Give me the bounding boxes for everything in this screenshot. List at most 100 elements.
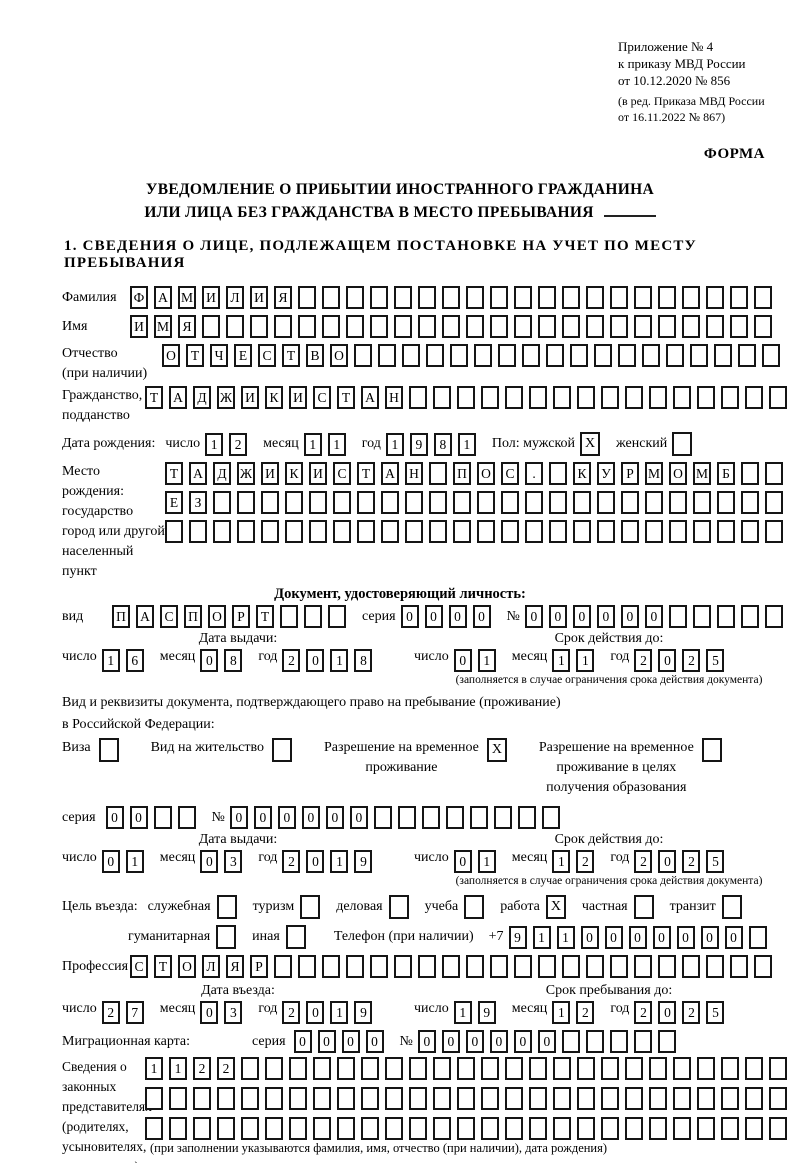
- char-cell[interactable]: [241, 1087, 259, 1110]
- char-cell[interactable]: [525, 520, 543, 543]
- char-cell[interactable]: 1: [552, 1001, 571, 1024]
- char-cell[interactable]: [481, 1087, 499, 1110]
- char-cell[interactable]: [573, 520, 591, 543]
- char-cell[interactable]: [525, 491, 543, 514]
- char-cell[interactable]: [429, 462, 447, 485]
- char-cell[interactable]: [538, 955, 556, 978]
- char-cell[interactable]: [673, 1057, 691, 1080]
- char-cell[interactable]: 0: [306, 649, 325, 672]
- char-cell[interactable]: 0: [200, 1001, 219, 1024]
- char-cell[interactable]: 1: [552, 850, 571, 873]
- char-cell[interactable]: [261, 520, 279, 543]
- char-cell[interactable]: [498, 344, 516, 367]
- char-cell[interactable]: 1: [453, 1001, 472, 1024]
- char-cell[interactable]: [405, 491, 423, 514]
- char-cell[interactable]: [481, 1057, 499, 1080]
- char-cell[interactable]: К: [573, 462, 591, 485]
- char-cell[interactable]: [346, 315, 364, 338]
- char-cell[interactable]: 1: [330, 1001, 349, 1024]
- char-cell[interactable]: Е: [234, 344, 252, 367]
- char-cell[interactable]: [250, 315, 268, 338]
- char-cell[interactable]: [394, 955, 412, 978]
- char-cell[interactable]: 0: [724, 925, 743, 949]
- char-cell[interactable]: [357, 491, 375, 514]
- char-cell[interactable]: У: [597, 462, 615, 485]
- char-cell[interactable]: П: [184, 605, 202, 628]
- char-cell[interactable]: 1: [101, 649, 120, 672]
- char-cell[interactable]: 0: [580, 925, 599, 949]
- char-cell[interactable]: Т: [282, 344, 300, 367]
- char-cell[interactable]: [697, 1117, 715, 1140]
- char-cell[interactable]: [658, 286, 676, 309]
- char-cell[interactable]: [586, 286, 604, 309]
- char-cell[interactable]: [562, 315, 580, 338]
- char-cell[interactable]: [322, 315, 340, 338]
- char-cell[interactable]: [217, 1087, 235, 1110]
- char-cell[interactable]: [322, 955, 340, 978]
- char-cell[interactable]: [625, 1117, 643, 1140]
- char-cell[interactable]: [610, 286, 628, 309]
- char-cell[interactable]: Т: [165, 462, 183, 485]
- char-cell[interactable]: [645, 491, 663, 514]
- char-cell[interactable]: [585, 1030, 604, 1053]
- char-cell[interactable]: [649, 1087, 667, 1110]
- char-cell[interactable]: 5: [706, 649, 725, 672]
- char-cell[interactable]: [514, 955, 532, 978]
- char-cell[interactable]: 0: [489, 1030, 508, 1053]
- char-cell[interactable]: [300, 895, 321, 919]
- char-cell[interactable]: 2: [282, 1001, 301, 1024]
- char-cell[interactable]: С: [313, 386, 331, 409]
- char-cell[interactable]: [633, 895, 654, 919]
- char-cell[interactable]: [634, 955, 652, 978]
- char-cell[interactable]: [378, 344, 396, 367]
- char-cell[interactable]: Т: [256, 605, 274, 628]
- char-cell[interactable]: С: [258, 344, 276, 367]
- char-cell[interactable]: О: [669, 462, 687, 485]
- char-cell[interactable]: А: [381, 462, 399, 485]
- char-cell[interactable]: 0: [620, 605, 639, 628]
- char-cell[interactable]: [721, 1057, 739, 1080]
- char-cell[interactable]: [601, 1087, 619, 1110]
- char-cell[interactable]: Я: [226, 955, 244, 978]
- char-cell[interactable]: [433, 1087, 451, 1110]
- char-cell[interactable]: [409, 386, 427, 409]
- char-cell[interactable]: А: [189, 462, 207, 485]
- char-cell[interactable]: [522, 344, 540, 367]
- char-cell[interactable]: [717, 491, 735, 514]
- char-cell[interactable]: [457, 386, 475, 409]
- char-cell[interactable]: 0: [365, 1030, 384, 1053]
- char-cell[interactable]: [561, 1030, 580, 1053]
- char-cell[interactable]: Д: [213, 462, 231, 485]
- char-cell[interactable]: [429, 520, 447, 543]
- char-cell[interactable]: [730, 315, 748, 338]
- char-cell[interactable]: А: [361, 386, 379, 409]
- char-cell[interactable]: [501, 491, 519, 514]
- char-cell[interactable]: 2: [682, 1001, 701, 1024]
- char-cell[interactable]: [672, 432, 693, 456]
- char-cell[interactable]: 0: [105, 806, 124, 829]
- char-cell[interactable]: [370, 315, 388, 338]
- char-cell[interactable]: [553, 1057, 571, 1080]
- char-cell[interactable]: 0: [293, 1030, 312, 1053]
- char-cell[interactable]: 0: [644, 605, 663, 628]
- char-cell[interactable]: Ф: [130, 286, 148, 309]
- char-cell[interactable]: [730, 286, 748, 309]
- char-cell[interactable]: [271, 738, 292, 762]
- char-cell[interactable]: 0: [572, 605, 591, 628]
- char-cell[interactable]: [769, 1117, 787, 1140]
- char-cell[interactable]: [394, 286, 412, 309]
- title-blank-underline[interactable]: [603, 215, 656, 217]
- char-cell[interactable]: [549, 462, 567, 485]
- char-cell[interactable]: [457, 1057, 475, 1080]
- char-cell[interactable]: [673, 1087, 691, 1110]
- char-cell[interactable]: Т: [337, 386, 355, 409]
- char-cell[interactable]: А: [136, 605, 154, 628]
- char-cell[interactable]: [693, 520, 711, 543]
- char-cell[interactable]: [633, 1030, 652, 1053]
- char-cell[interactable]: 1: [169, 1057, 187, 1080]
- char-cell[interactable]: X: [486, 738, 507, 762]
- char-cell[interactable]: [265, 1087, 283, 1110]
- char-cell[interactable]: Н: [385, 386, 403, 409]
- char-cell[interactable]: П: [112, 605, 130, 628]
- char-cell[interactable]: [597, 520, 615, 543]
